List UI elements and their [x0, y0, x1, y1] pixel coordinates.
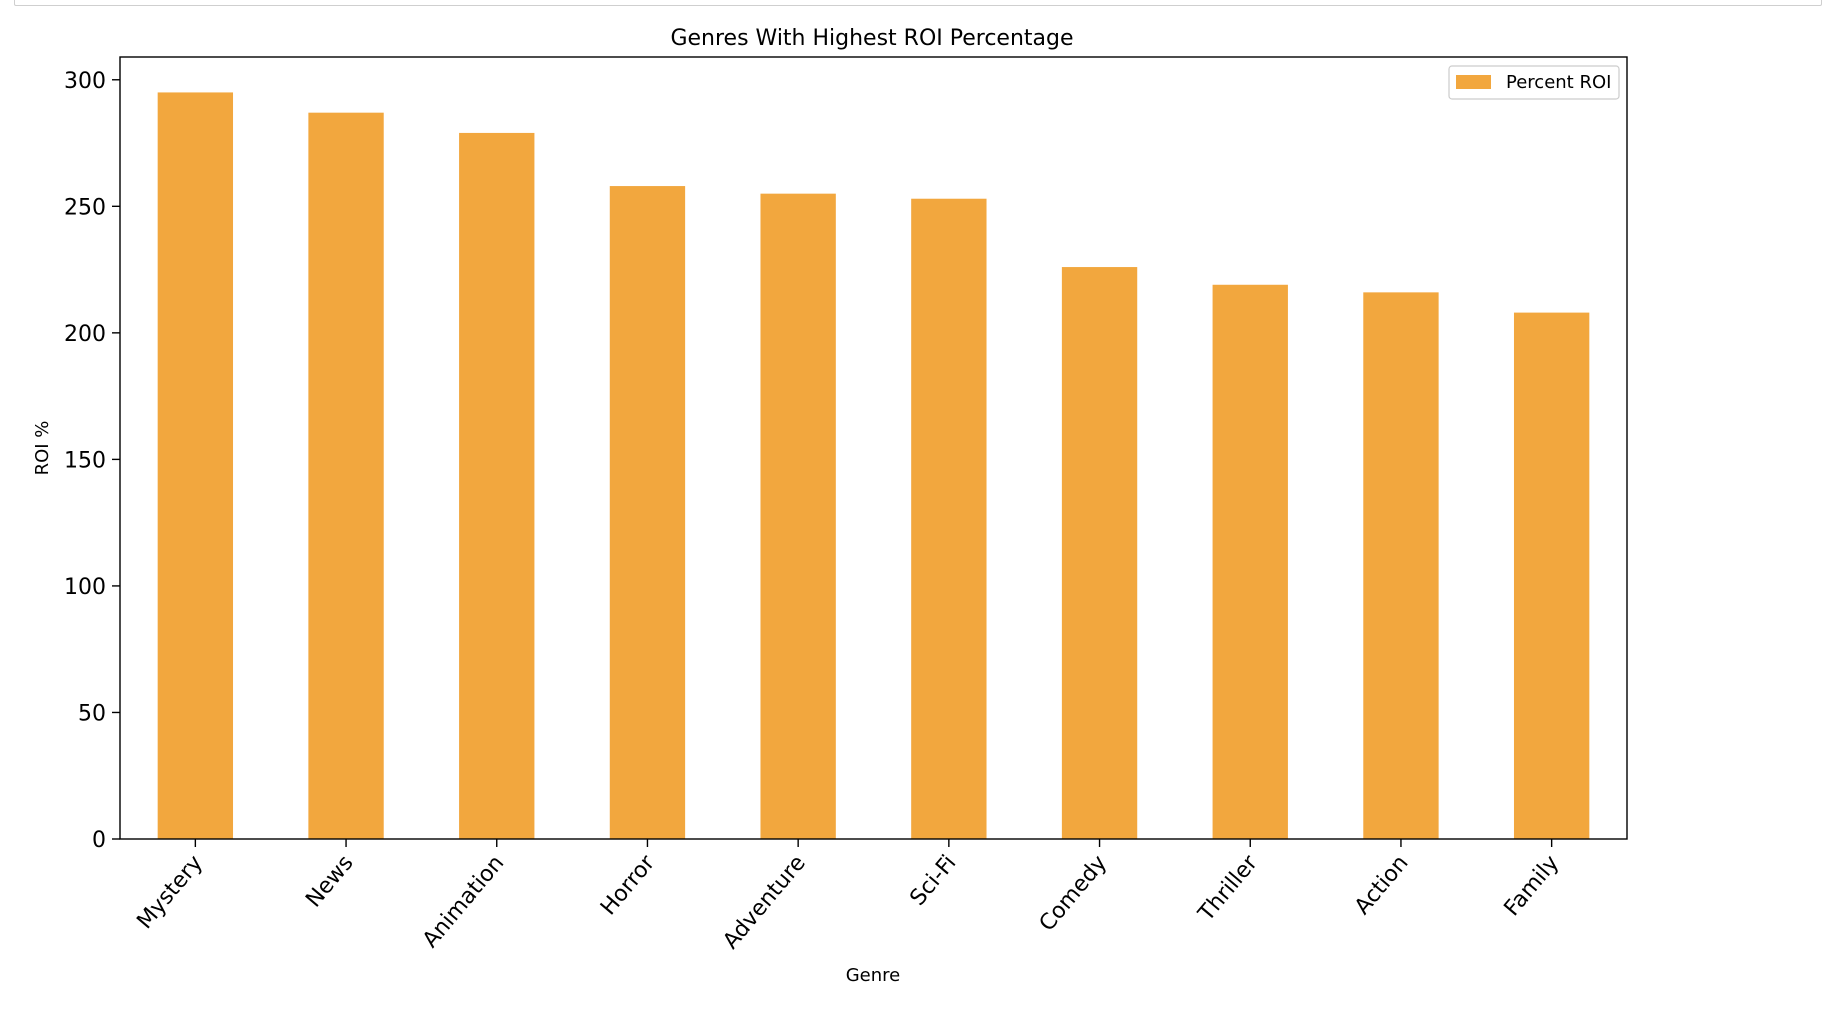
bar-animation	[459, 132, 535, 839]
bar-horror	[609, 186, 686, 839]
notebook-cell-frame	[14, 0, 1822, 6]
x-axis-label: Genre	[846, 965, 901, 986]
bar-news	[308, 112, 384, 839]
legend-label: Percent ROI	[1506, 72, 1611, 93]
y-tick-label: 250	[64, 195, 106, 220]
bar-adventure	[760, 193, 836, 840]
y-tick-label: 100	[64, 575, 106, 600]
x-axis: Mystery News Animation Horror Adventure Sci-F…	[132, 839, 1564, 954]
bar-sci-fi	[911, 198, 987, 839]
x-tick-label: Horror	[596, 850, 661, 920]
x-tick-label: Adventure	[718, 851, 810, 954]
bar-thriller	[1212, 284, 1288, 840]
bar-comedy	[1061, 267, 1138, 840]
x-tick-label: News	[301, 851, 358, 913]
x-tick-label: Action	[1350, 851, 1413, 920]
bar-action	[1363, 292, 1439, 839]
y-tick-label: 150	[64, 448, 106, 473]
bar-family	[1513, 312, 1590, 839]
x-tick-label: Sci-Fi	[905, 851, 961, 911]
x-tick-label: Animation	[418, 851, 509, 953]
y-axis-label: ROI %	[32, 421, 53, 476]
x-tick-label: Thriller	[1193, 850, 1263, 927]
y-axis: 0 50 100 150 200 250 300	[64, 69, 120, 853]
plot-frame	[119, 56, 1628, 840]
y-tick-label: 300	[64, 69, 106, 94]
legend-swatch	[1456, 75, 1491, 89]
legend: Percent ROI	[1448, 65, 1620, 100]
x-tick-label: Mystery	[132, 851, 208, 934]
legend-frame	[1448, 65, 1620, 100]
x-tick-label: Comedy	[1035, 851, 1113, 937]
bar-mystery	[157, 92, 234, 839]
y-tick-label: 200	[64, 322, 106, 347]
x-tick-label: Family	[1500, 851, 1565, 921]
y-tick-label: 50	[78, 701, 106, 726]
y-tick-label: 0	[92, 828, 106, 853]
chart-title: Genres With Highest ROI Percentage	[670, 26, 1073, 51]
bars-group	[157, 92, 1590, 840]
